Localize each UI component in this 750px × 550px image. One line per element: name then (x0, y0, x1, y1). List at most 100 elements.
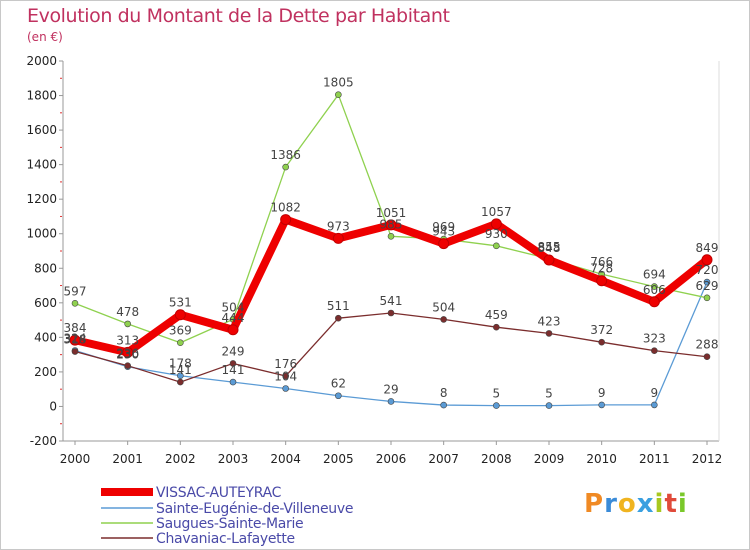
data-label: 236 (116, 347, 139, 361)
data-label: 694 (643, 268, 666, 282)
y-tick-label: 800 (34, 261, 57, 275)
data-label: 230 (116, 348, 139, 362)
data-point (174, 309, 186, 321)
logo-letter: t (664, 489, 678, 519)
data-point (493, 402, 500, 409)
x-tick-label: 2002 (165, 452, 196, 466)
data-point (71, 348, 79, 355)
data-point (332, 232, 344, 244)
data-point (282, 163, 289, 171)
x-tick-label: 2001 (112, 452, 143, 466)
data-point (385, 219, 397, 231)
data-label: 176 (274, 357, 297, 371)
data-point (703, 353, 711, 361)
data-label: 930 (485, 227, 508, 241)
data-point (703, 294, 711, 302)
data-point (229, 378, 237, 386)
data-point (335, 392, 342, 400)
data-label: 249 (222, 344, 245, 358)
y-tick-label: 400 (34, 330, 57, 344)
data-label: 1805 (323, 76, 354, 90)
x-tick-label: 2003 (218, 452, 249, 466)
data-label: 1057 (481, 205, 512, 219)
data-label: 384 (64, 321, 87, 335)
data-label: 29 (383, 382, 398, 396)
x-tick-label: 2009 (534, 452, 565, 466)
data-label: 478 (116, 305, 139, 319)
data-point (71, 300, 79, 307)
legend-entry: VISSAC-AUTEYRAC (156, 485, 282, 501)
logo-letter: i (677, 489, 688, 519)
data-point (282, 372, 289, 380)
data-point (440, 401, 447, 409)
legend-entry: Saugues-Sainte-Marie (156, 516, 303, 532)
x-tick-label: 2006 (376, 452, 407, 466)
data-label: 5 (545, 387, 553, 401)
data-label: 288 (696, 338, 719, 352)
logo-letter: i (654, 489, 665, 519)
data-label: 318 (64, 333, 87, 347)
data-point (490, 218, 502, 230)
data-point (545, 402, 553, 409)
data-label: 104 (274, 369, 297, 383)
data-point (651, 283, 658, 290)
data-label: 606 (643, 283, 666, 297)
data-point (124, 362, 131, 369)
data-point (124, 320, 131, 328)
data-label: 848 (538, 241, 561, 255)
data-label: 141 (222, 363, 245, 377)
data-point (387, 398, 395, 405)
data-label: 323 (643, 332, 666, 346)
x-tick-label: 2011 (639, 452, 670, 466)
data-label: 1082 (270, 201, 301, 215)
chart-unit-label: (en €) (27, 30, 63, 44)
data-point (651, 401, 658, 409)
data-point (438, 238, 450, 250)
data-label: 9 (598, 386, 606, 400)
logo-letter: P (584, 489, 605, 519)
data-point (69, 334, 81, 346)
data-point (177, 339, 184, 347)
data-point (280, 214, 292, 226)
x-tick-label: 2010 (586, 452, 617, 466)
data-point (440, 316, 447, 323)
data-point (387, 309, 395, 317)
data-label: 5 (493, 387, 501, 401)
y-tick-label: -200 (30, 434, 57, 448)
data-point (493, 242, 500, 250)
legend-entry: Chavaniac-Lafayette (156, 531, 295, 547)
data-point (335, 91, 342, 98)
data-label: 1386 (270, 148, 301, 162)
data-label: 369 (169, 324, 192, 338)
logo-letter: o (617, 489, 637, 519)
data-label: 504 (222, 300, 245, 314)
data-label: 766 (590, 255, 613, 269)
data-point (229, 360, 237, 367)
x-tick-label: 2005 (323, 452, 354, 466)
data-label: 855 (538, 240, 561, 254)
data-point (335, 314, 342, 322)
data-label: 541 (380, 294, 403, 308)
y-tick-label: 2000 (26, 54, 57, 68)
data-point (545, 330, 553, 337)
proxiti-logo: Proxiti (584, 489, 688, 519)
data-point (227, 324, 239, 336)
data-label: 629 (696, 279, 719, 293)
logo-letter: r (604, 489, 618, 519)
data-point (598, 401, 605, 409)
y-tick-label: 1000 (26, 227, 57, 241)
x-tick-label: 2000 (60, 452, 91, 466)
data-point (282, 385, 289, 392)
data-label: 62 (331, 377, 346, 391)
y-tick-label: 1200 (26, 192, 57, 206)
data-point (648, 296, 660, 308)
data-point (701, 254, 713, 266)
data-label: 8 (440, 386, 448, 400)
x-tick-label: 2007 (428, 452, 459, 466)
data-point (177, 372, 184, 380)
y-tick-label: 200 (34, 365, 57, 379)
x-tick-label: 2008 (481, 452, 512, 466)
data-label: 178 (169, 357, 192, 371)
